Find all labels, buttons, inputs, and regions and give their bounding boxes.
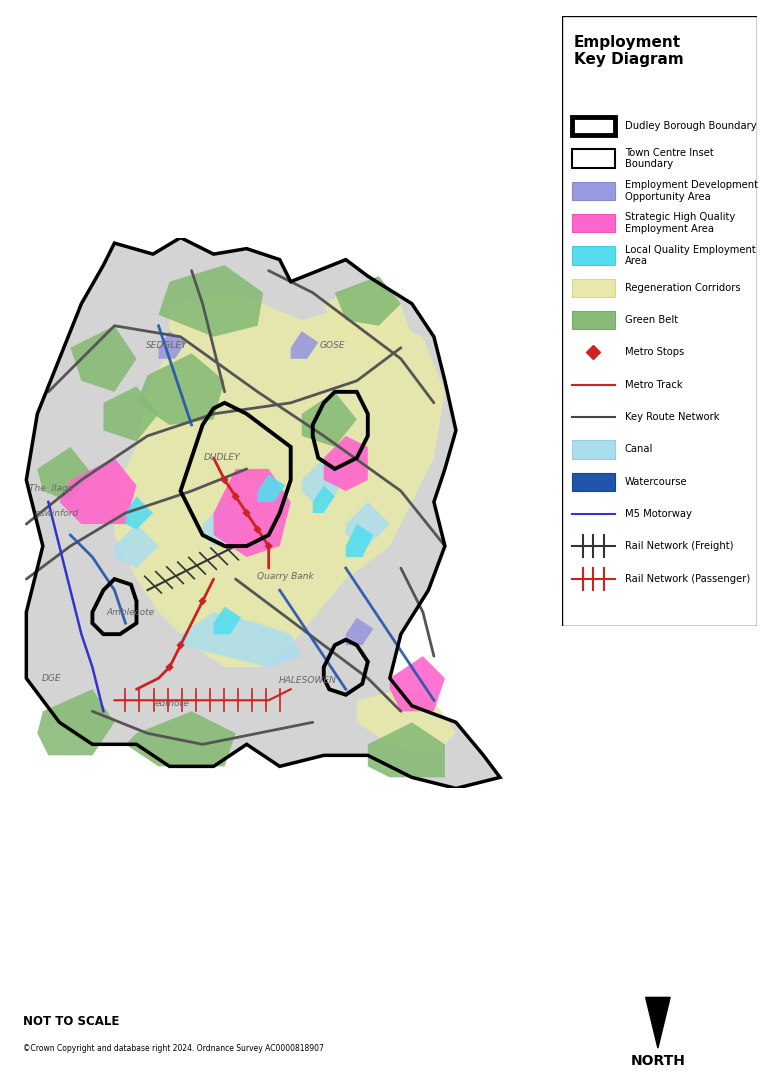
Polygon shape: [26, 238, 500, 788]
Text: GOSE: GOSE: [319, 340, 345, 350]
Text: Canal: Canal: [625, 445, 653, 455]
Polygon shape: [103, 387, 158, 442]
Bar: [572, 181, 615, 200]
Polygon shape: [346, 524, 373, 557]
Point: [219, 471, 231, 488]
Text: Dudley Borough Boundary: Dudley Borough Boundary: [625, 121, 757, 131]
Text: Strategic High Quality
Employment Area: Strategic High Quality Employment Area: [625, 213, 735, 234]
Text: Rail Network (Freight): Rail Network (Freight): [625, 541, 733, 552]
Polygon shape: [125, 712, 236, 767]
Polygon shape: [324, 436, 368, 491]
Polygon shape: [60, 458, 136, 524]
Bar: [572, 149, 615, 167]
Point: [240, 504, 252, 522]
Text: Local Quality Employment
Area: Local Quality Employment Area: [625, 244, 756, 266]
Polygon shape: [213, 469, 291, 557]
Point: [230, 488, 242, 505]
Polygon shape: [203, 502, 246, 546]
Polygon shape: [37, 689, 115, 755]
Text: Watercourse: Watercourse: [625, 476, 687, 487]
Text: Green Belt: Green Belt: [625, 315, 678, 325]
Text: edmore: edmore: [155, 699, 190, 707]
Polygon shape: [346, 618, 373, 645]
Point: [262, 538, 275, 555]
Polygon shape: [258, 474, 285, 502]
Polygon shape: [390, 657, 445, 712]
Polygon shape: [158, 266, 263, 337]
Bar: [572, 473, 615, 491]
Polygon shape: [115, 293, 445, 667]
Text: SEDGLEY: SEDGLEY: [146, 340, 187, 350]
Polygon shape: [301, 392, 356, 447]
Text: Town Centre Inset
Boundary: Town Centre Inset Boundary: [625, 148, 714, 170]
Bar: [572, 117, 615, 135]
Polygon shape: [213, 607, 241, 634]
Polygon shape: [313, 486, 335, 513]
Text: The  llage: The llage: [29, 484, 73, 492]
Bar: [572, 441, 615, 459]
Text: ©Crown Copyright and database right 2024. Ordnance Survey AC0000818907: ©Crown Copyright and database right 2024…: [23, 1044, 324, 1053]
Text: Quarry Bank: Quarry Bank: [257, 571, 314, 581]
Text: gswinford: gswinford: [34, 509, 79, 517]
Text: Amblecote: Amblecote: [107, 608, 155, 617]
Polygon shape: [335, 276, 401, 326]
Polygon shape: [158, 332, 186, 359]
Polygon shape: [356, 689, 456, 755]
Polygon shape: [37, 447, 93, 502]
Polygon shape: [125, 497, 153, 529]
Point: [197, 593, 209, 610]
Text: Metro Track: Metro Track: [625, 380, 682, 390]
Polygon shape: [181, 612, 301, 667]
Polygon shape: [646, 998, 670, 1048]
Polygon shape: [301, 458, 346, 502]
Text: NORTH: NORTH: [630, 1054, 685, 1068]
Polygon shape: [136, 353, 225, 424]
Point: [174, 636, 187, 653]
Polygon shape: [346, 502, 390, 546]
Text: DGE: DGE: [41, 674, 61, 683]
Text: Employment Development
Opportunity Area: Employment Development Opportunity Area: [625, 180, 757, 202]
Polygon shape: [324, 282, 412, 359]
Polygon shape: [368, 723, 445, 778]
Point: [252, 521, 264, 538]
Bar: [572, 279, 615, 297]
Bar: [572, 246, 615, 265]
Bar: [572, 311, 615, 329]
Polygon shape: [115, 524, 158, 568]
Text: Metro Stops: Metro Stops: [625, 348, 684, 357]
Text: NOT TO SCALE: NOT TO SCALE: [23, 1015, 119, 1028]
Polygon shape: [70, 326, 136, 392]
Text: Regeneration Corridors: Regeneration Corridors: [625, 283, 741, 293]
Point: [164, 659, 176, 676]
Text: Key Route Network: Key Route Network: [625, 413, 719, 422]
Text: M5 Motorway: M5 Motorway: [625, 509, 692, 519]
Text: Employment
Key Diagram: Employment Key Diagram: [574, 35, 684, 67]
Text: Rail Network (Passenger): Rail Network (Passenger): [625, 573, 750, 584]
Bar: [572, 214, 615, 232]
Text: DUDLEY: DUDLEY: [203, 454, 240, 462]
Polygon shape: [291, 332, 318, 359]
Text: HALESOWEN: HALESOWEN: [278, 676, 336, 686]
